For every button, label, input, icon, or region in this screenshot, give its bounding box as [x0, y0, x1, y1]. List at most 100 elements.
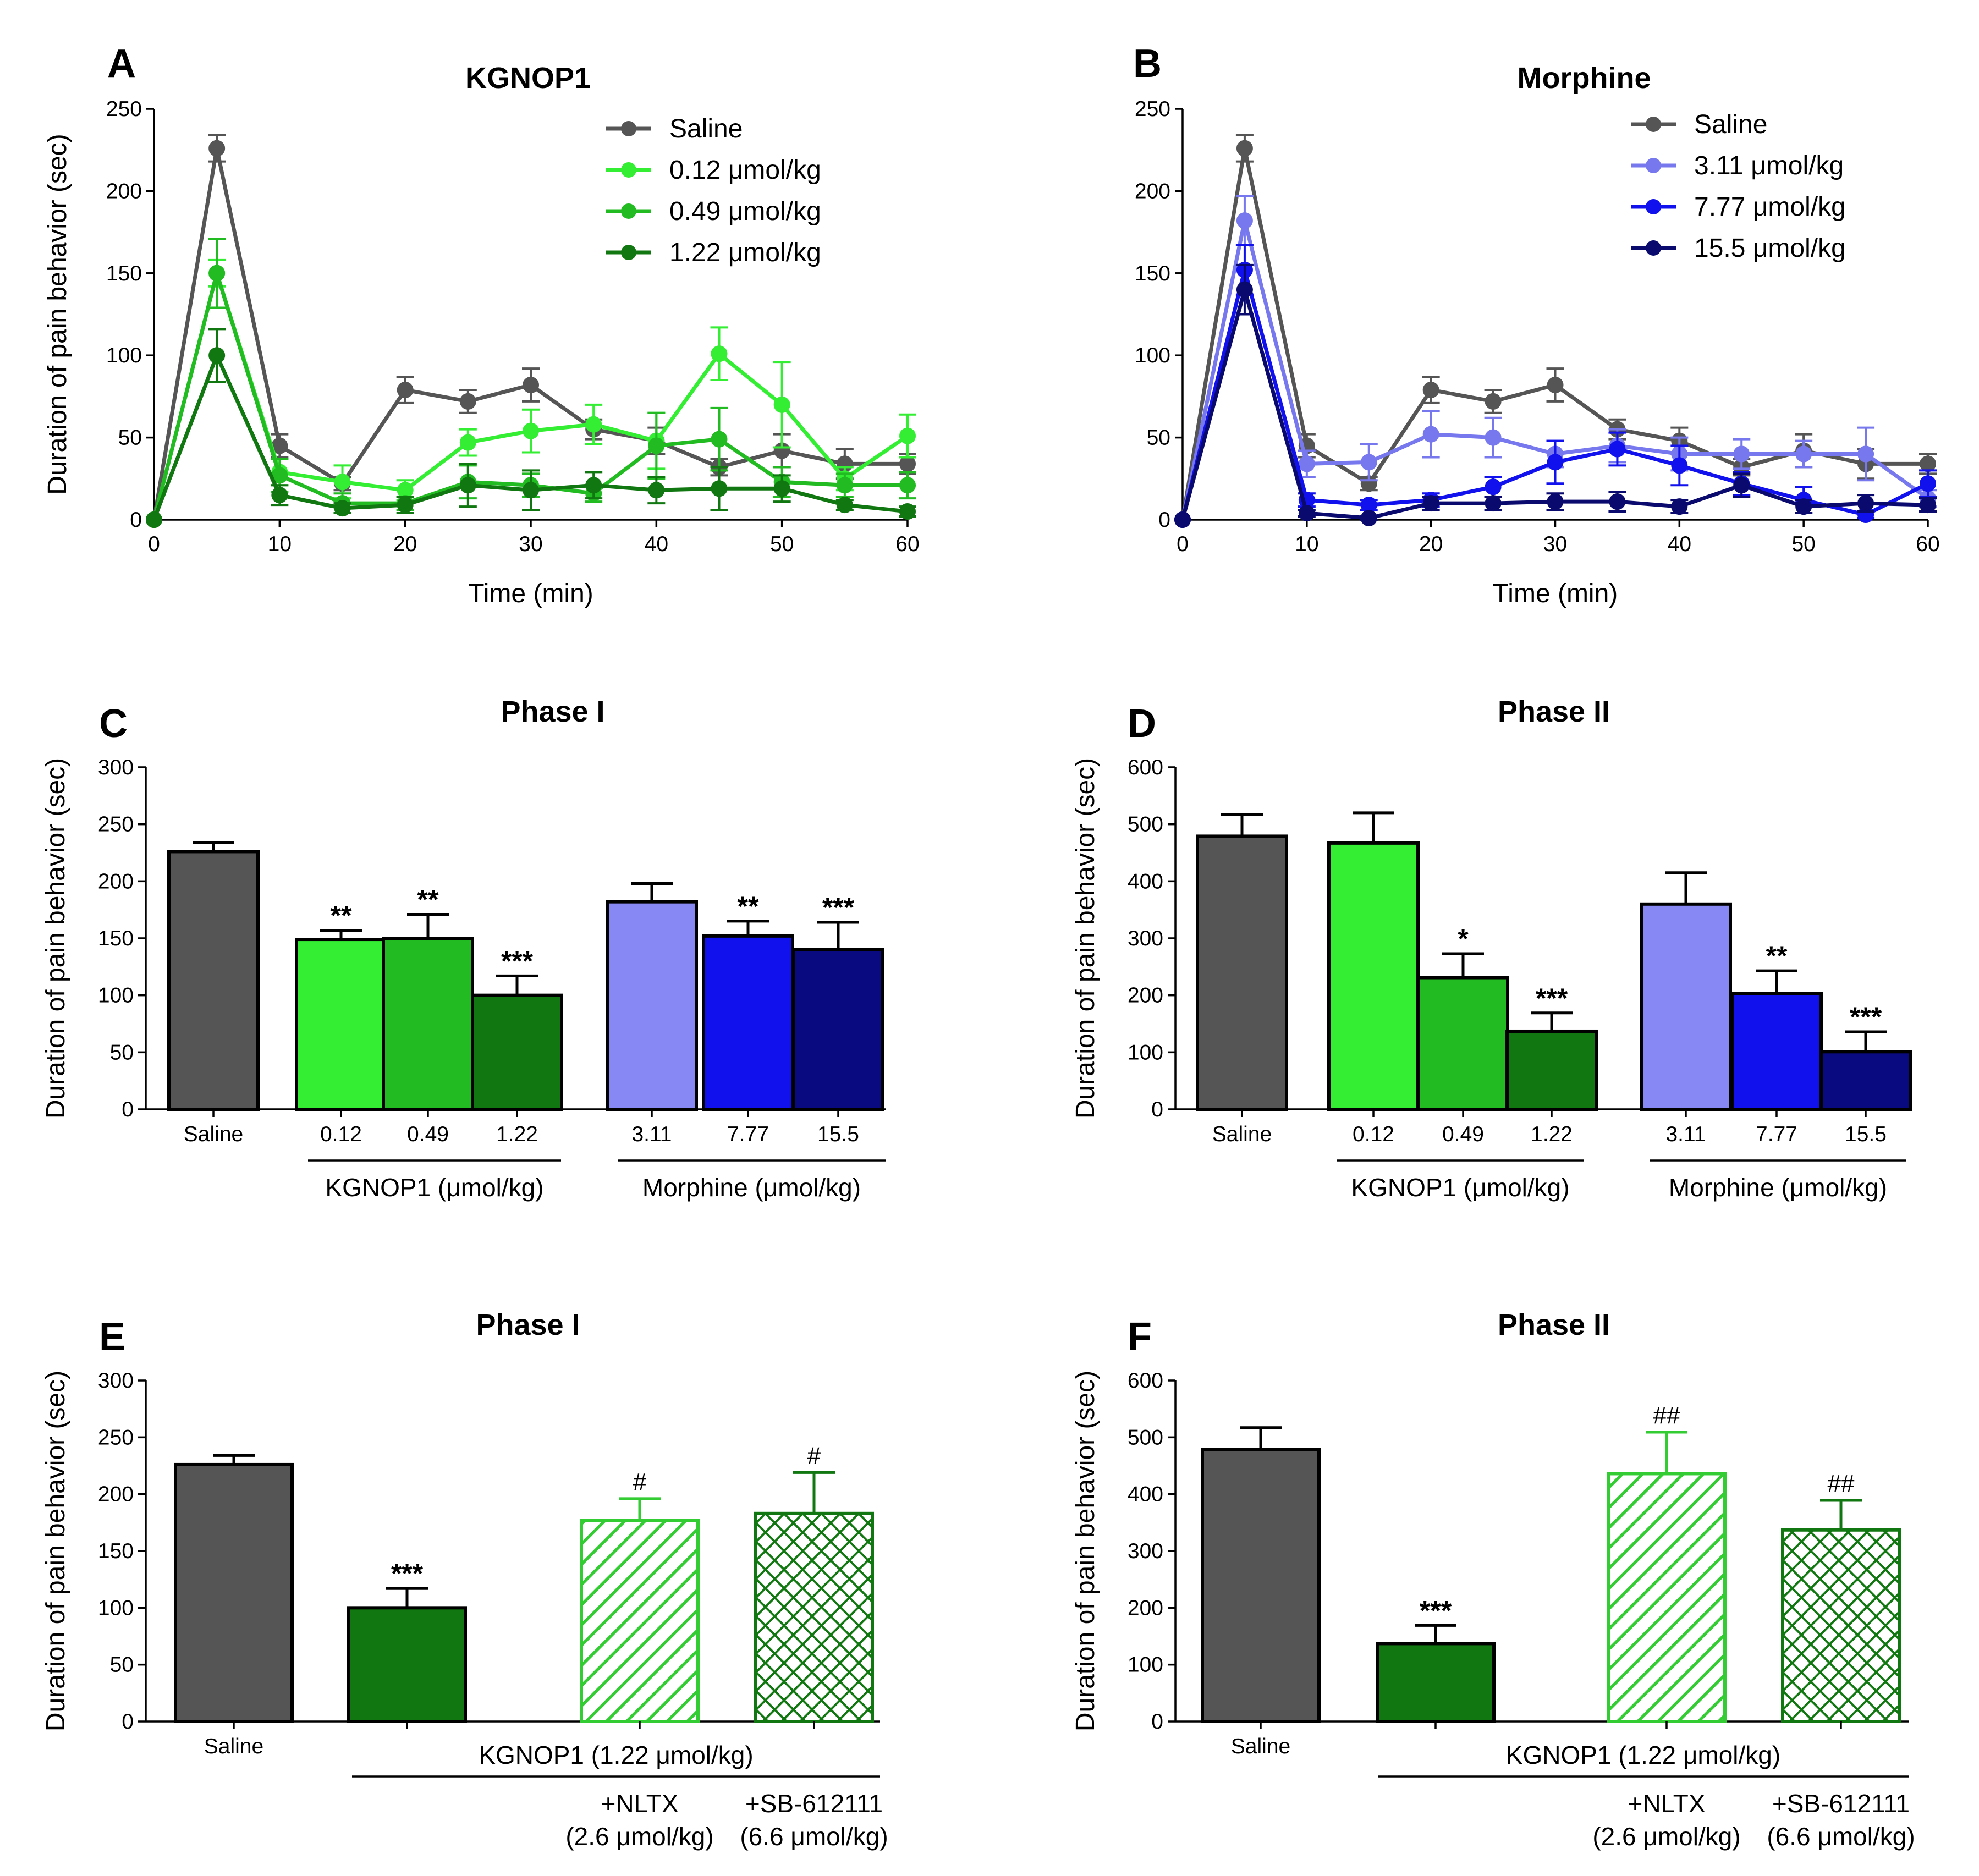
- chart-y-tick-label: 0: [130, 508, 142, 532]
- data-point: [648, 482, 665, 499]
- group-label: KGNOP1 (μmol/kg): [325, 1173, 543, 1202]
- data-point: [1920, 455, 1936, 472]
- data-point: [648, 437, 665, 454]
- data-point: [1609, 441, 1626, 458]
- chart-y-axis-label: Duration of pain behavior (sec): [43, 134, 72, 494]
- chart-y-tick-label: 0: [1158, 508, 1170, 532]
- significance-label: ***: [1420, 1595, 1452, 1626]
- data-point: [1485, 495, 1502, 512]
- bar: [754, 1511, 874, 1724]
- chart-y-tick-label: 100: [1128, 1041, 1163, 1064]
- data-point: [899, 427, 916, 444]
- group-label: Morphine (μmol/kg): [1669, 1173, 1887, 1202]
- x-tick-label: 40: [1668, 532, 1691, 556]
- chart-y-tick-label: 50: [118, 426, 142, 450]
- chart-y-tick-label: 250: [106, 97, 142, 121]
- data-point: [459, 477, 476, 494]
- category-label: 0.49: [1442, 1123, 1484, 1146]
- data-point: [899, 455, 916, 472]
- significance-label: ##: [1828, 1470, 1855, 1497]
- significance-label: ***: [501, 945, 534, 976]
- chart-y-tick-label: 50: [110, 1653, 134, 1677]
- chart-y-tick-label: 250: [98, 813, 134, 837]
- legend-label: 1.22 μmol/kg: [669, 238, 821, 267]
- legend-label: 0.12 μmol/kg: [669, 156, 821, 185]
- x-tick-label: 60: [1916, 532, 1939, 556]
- series-2: 3.11 μmol/kg: [1174, 151, 1937, 528]
- category-label: 0.12: [320, 1123, 362, 1146]
- bar: [606, 900, 698, 1111]
- legend-marker: [1646, 158, 1661, 173]
- data-point: [1671, 457, 1688, 474]
- chart-y-tick-label: 200: [98, 1483, 134, 1506]
- bar: [702, 934, 794, 1112]
- category-label: (2.6 μmol/kg): [565, 1822, 713, 1851]
- significance-label: **: [331, 900, 352, 931]
- x-tick-label: 50: [770, 532, 794, 556]
- data-point: [585, 477, 602, 494]
- panel-c: C Phase I 0 50 100 150 200 250 300 Duration of pa…: [41, 695, 886, 1202]
- bar: [1417, 976, 1509, 1112]
- data-point: [1174, 511, 1191, 528]
- data-point: [1609, 493, 1626, 510]
- panel-label: C: [99, 702, 128, 746]
- data-point: [836, 497, 853, 514]
- chart-y-tick-label: 300: [1128, 927, 1163, 950]
- data-point: [711, 431, 728, 448]
- x-tick-label: 0: [1177, 532, 1189, 556]
- panel-d: D Phase II 0 100 200 300 400 500 600 Duration of …: [1071, 695, 1912, 1202]
- significance-label: ***: [391, 1558, 424, 1589]
- data-point: [1733, 477, 1750, 494]
- data-point: [1422, 381, 1439, 398]
- chart-y-tick-label: 150: [98, 1539, 134, 1563]
- bar: [1730, 992, 1823, 1111]
- data-point: [1920, 497, 1936, 514]
- category-label: 15.5: [817, 1123, 859, 1146]
- data-point: [459, 393, 476, 410]
- data-point: [1795, 445, 1812, 463]
- x-tick-label: 20: [1419, 532, 1443, 556]
- category-label: Saline: [1231, 1735, 1290, 1758]
- significance-label: *: [1458, 923, 1469, 954]
- series-line: [1180, 282, 1928, 520]
- x-tick-label: 0: [148, 532, 160, 556]
- data-point: [523, 422, 539, 439]
- data-point: [1857, 495, 1874, 512]
- chart-y-tick-label: 0: [122, 1098, 134, 1121]
- chart-y-axis-label: Duration of pain behavior (sec): [1071, 758, 1100, 1119]
- chart-y-tick-label: 400: [1128, 1483, 1163, 1506]
- chart-y-axis-label: Duration of pain behavior (sec): [43, 134, 72, 494]
- chart-y-tick-label: 200: [106, 179, 142, 203]
- data-point: [459, 434, 476, 451]
- legend-label: Saline: [1694, 110, 1767, 139]
- significance-label: **: [738, 891, 759, 922]
- data-point: [585, 416, 602, 433]
- data-point: [1485, 429, 1502, 446]
- panel-label: F: [1128, 1315, 1152, 1359]
- bar: [1781, 1528, 1901, 1723]
- data-point: [208, 347, 226, 364]
- chart-title: Phase II: [1498, 1308, 1610, 1341]
- significance-label: #: [807, 1442, 821, 1469]
- chart-y-tick-label: 300: [98, 756, 134, 779]
- legend-marker: [1646, 240, 1661, 256]
- data-point: [208, 265, 226, 282]
- significance-label: ***: [822, 892, 855, 923]
- data-point: [397, 497, 414, 514]
- chart-y-tick-label: 100: [106, 344, 142, 367]
- chart-y-tick-label: 0: [1151, 1098, 1163, 1121]
- bar: [1201, 1448, 1321, 1724]
- category-label: Saline: [204, 1735, 263, 1758]
- data-point: [523, 376, 539, 393]
- bar: [174, 1462, 294, 1724]
- category-label: 1.22: [1531, 1123, 1573, 1146]
- data-point: [1422, 426, 1439, 443]
- data-point: [1795, 498, 1812, 515]
- chart-y-tick-label: 500: [1128, 813, 1163, 837]
- bar: [1505, 1029, 1598, 1112]
- x-tick-label: 10: [268, 532, 292, 556]
- group-label: Morphine (μmol/kg): [642, 1173, 861, 1202]
- data-point: [397, 381, 414, 398]
